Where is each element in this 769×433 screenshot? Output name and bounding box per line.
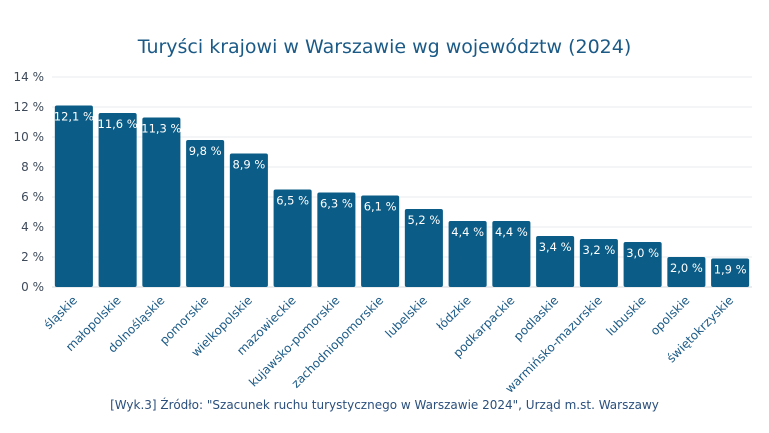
data-label: 4,4 % xyxy=(495,225,528,239)
bar xyxy=(404,209,443,287)
data-label: 2,0 % xyxy=(670,261,703,275)
y-tick-label: 0 % xyxy=(21,280,44,294)
bar xyxy=(142,117,181,287)
x-tick-label: opolskie xyxy=(648,293,693,338)
y-tick-label: 2 % xyxy=(21,250,44,264)
x-tick-label: śląskie xyxy=(41,293,80,332)
gridlines xyxy=(52,76,752,288)
data-label: 5,2 % xyxy=(407,213,440,227)
data-label: 4,4 % xyxy=(451,225,484,239)
bar xyxy=(448,221,487,287)
data-label: 9,8 % xyxy=(189,144,222,158)
data-label: 11,6 % xyxy=(98,117,138,131)
bar xyxy=(54,105,93,287)
source-note: [Wyk.3] Źródło: "Szacunek ruchu turystyc… xyxy=(110,398,659,412)
x-tick-label: łódzkie xyxy=(434,293,474,333)
y-tick-label: 4 % xyxy=(21,220,44,234)
data-label: 6,1 % xyxy=(364,200,397,214)
data-label: 1,9 % xyxy=(714,263,747,277)
data-label: 3,4 % xyxy=(539,240,572,254)
x-tick-label: lubelskie xyxy=(382,293,430,341)
chart-title: Turyści krajowi w Warszawie wg województ… xyxy=(137,36,632,58)
bar xyxy=(98,113,137,287)
y-tick-label: 6 % xyxy=(21,190,44,204)
data-label: 6,3 % xyxy=(320,197,353,211)
bar xyxy=(361,195,400,287)
bar xyxy=(536,236,575,287)
data-label: 6,5 % xyxy=(276,194,309,208)
y-tick-label: 10 % xyxy=(14,130,45,144)
y-axis: 0 % 2 % 4 % 6 % 8 % 10 % 12 % 14 % xyxy=(14,70,45,294)
y-tick-label: 12 % xyxy=(14,100,45,114)
y-tick-label: 14 % xyxy=(14,70,45,84)
data-label: 3,0 % xyxy=(626,246,659,260)
data-labels: 12,1 % 11,6 % 11,3 % 9,8 % 8,9 % 6,5 % 6,3 % 6,… xyxy=(54,110,747,277)
bar xyxy=(667,257,706,287)
bar xyxy=(273,189,312,287)
bar xyxy=(317,192,356,287)
x-tick-label: lubuskie xyxy=(603,293,648,338)
data-label: 8,9 % xyxy=(232,158,265,172)
x-axis: śląskiemałopolskiedolnośląskiepomorskiew… xyxy=(41,293,736,396)
bar xyxy=(623,242,662,287)
data-label: 11,3 % xyxy=(141,122,181,136)
bar xyxy=(579,239,618,287)
bar xyxy=(186,140,225,287)
data-label: 12,1 % xyxy=(54,110,94,124)
bars xyxy=(54,105,750,287)
bar xyxy=(711,258,750,287)
bar xyxy=(492,221,531,287)
bar xyxy=(229,153,268,287)
data-label: 3,2 % xyxy=(582,243,615,257)
y-tick-label: 8 % xyxy=(21,160,44,174)
